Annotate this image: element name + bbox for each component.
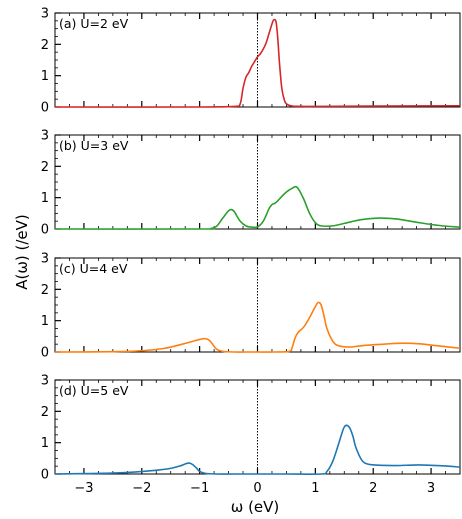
panel-label: (d) U=5 eV: [59, 383, 129, 398]
panels: 0 1 2 3 (a) U=2 eV 0 1 2 3 (b) U=3 eV 0 1 2 3 (c) U=4 …: [41, 7, 461, 483]
y-tick-label: 0: [41, 101, 49, 116]
series-line: [54, 424, 461, 475]
series-line: [54, 301, 461, 353]
panel-4: 0 1 2 3 (d) U=5 eV: [41, 374, 461, 483]
series-line: [54, 185, 461, 230]
y-tick-label: 1: [41, 191, 49, 206]
y-tick-label: 2: [41, 405, 49, 420]
x-tick-label: −1: [190, 481, 209, 496]
y-tick-label: 3: [41, 129, 49, 144]
y-tick-label: 2: [41, 283, 49, 298]
y-axis-title: A(ω) (/eV): [13, 214, 31, 290]
panel-label: (a) U=2 eV: [59, 16, 129, 31]
y-tick-label: 1: [41, 314, 49, 329]
x-tick-label: 1: [311, 481, 319, 496]
y-tick-label: 2: [41, 38, 49, 53]
panel-2: 0 1 2 3 (b) U=3 eV: [41, 129, 461, 238]
x-tick-label: −3: [74, 481, 93, 496]
y-tick-label: 1: [41, 436, 49, 451]
x-tick-label: −2: [132, 481, 151, 496]
panel-3: 0 1 2 3 (c) U=4 eV: [41, 252, 461, 361]
y-tick-label: 0: [41, 468, 49, 483]
y-tick-label: 3: [41, 252, 49, 267]
x-tick-label: 3: [427, 481, 435, 496]
x-axis-title: ω (eV): [231, 498, 280, 516]
panel-label: (c) U=4 eV: [59, 261, 128, 276]
x-tick-label: 2: [369, 481, 377, 496]
y-tick-label: 3: [41, 374, 49, 389]
y-tick-label: 2: [41, 160, 49, 175]
y-tick-label: 0: [41, 346, 49, 361]
panel-1: 0 1 2 3 (a) U=2 eV: [41, 7, 461, 116]
y-tick-label: 1: [41, 69, 49, 84]
panel-label: (b) U=3 eV: [59, 138, 129, 153]
y-tick-label: 3: [41, 7, 49, 22]
x-tick-label: 0: [253, 481, 261, 496]
x-tick-labels: −3 −2 −1 0 1 2 3: [74, 481, 435, 496]
series-line: [54, 18, 461, 108]
y-tick-label: 0: [41, 223, 49, 238]
